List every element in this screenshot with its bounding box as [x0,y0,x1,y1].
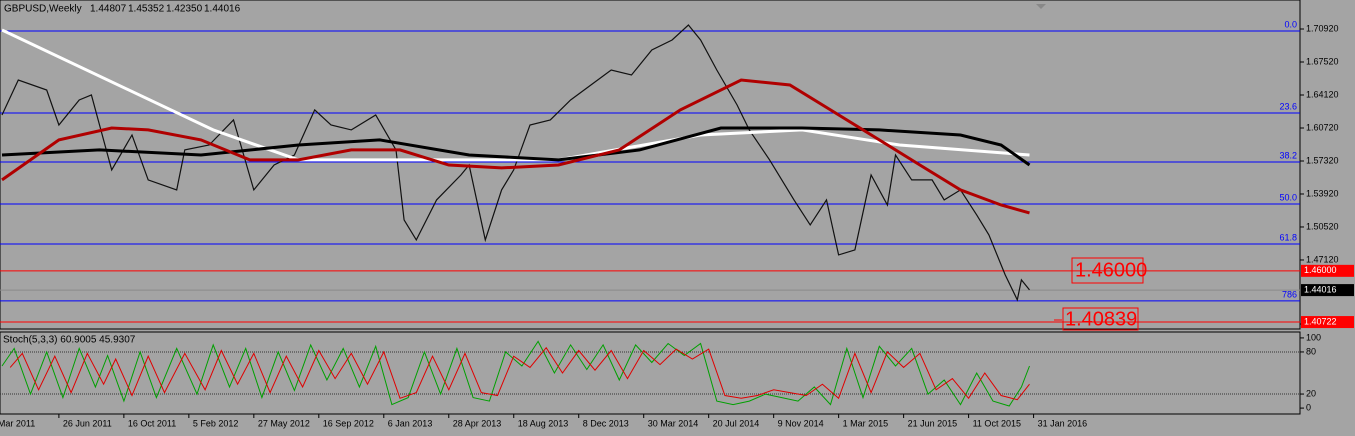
fib-label: 0.0 [1284,19,1297,29]
series-line [1,340,1030,407]
x-tick-label: 8 Dec 2013 [583,418,629,428]
x-tick-label: Mar 2011 [0,418,35,428]
price-tag [1301,264,1354,277]
y-tick-label: 1.53920 [1306,188,1339,198]
y-tick-label: 80 [1306,346,1316,356]
x-tick-label: 21 Jun 2015 [908,418,958,428]
x-tick-label: 1 Mar 2015 [843,418,889,428]
y-tick-label: 0 [1306,402,1311,412]
fib-label: 38.2 [1279,150,1297,160]
y-tick-label: 1.64120 [1306,89,1339,99]
ohlc: 1.44807 [90,4,127,15]
fib-label: 50.0 [1279,192,1297,202]
y-tick-label: 1.67520 [1306,56,1339,66]
series-line [9,346,1030,401]
ohlc: 1.44016 [204,4,241,15]
shift-marker [1036,4,1046,9]
x-tick-label: 31 Jan 2016 [1038,418,1088,428]
series-line [1,78,1030,215]
last-tag [1301,284,1354,297]
stoch-title: Stoch(5,3,3) 60.9005 45.9307 [3,335,136,346]
y-tick-label: 1.57320 [1306,155,1339,165]
ohlc: 1.42350 [166,4,203,15]
x-tick-label: 6 Jan 2013 [388,418,433,428]
chart-title: GBPUSD,Weekly [4,4,82,15]
annotation-box [1062,307,1139,331]
fib-label: 786 [1282,289,1297,299]
annotation: 1.46000 [1075,259,1147,281]
x-tick-label: 20 Jul 2014 [713,418,760,428]
x-tick-label: 28 Apr 2013 [453,418,502,428]
x-tick-label: 26 Jun 2011 [63,418,112,428]
series-line [1,24,1030,302]
y-tick-label: 1.60720 [1306,122,1339,132]
x-tick-label: 11 Oct 2015 [973,418,1021,428]
y-tick-label: 20 [1306,388,1316,398]
x-tick-label: 9 Nov 2014 [778,418,824,428]
x-tick-label: 16 Oct 2011 [128,418,176,428]
x-tick-label: 30 Mar 2014 [648,418,699,428]
y-tick-label: 1.47120 [1306,254,1339,264]
main-panel [0,0,1301,330]
ohlc: 1.45352 [128,4,165,15]
y-tick-label: 1.70920 [1306,23,1339,33]
fib-label: 23.6 [1279,101,1297,111]
annotation: 1.40839 [1065,308,1137,330]
last-tag-label: 1.44016 [1304,284,1337,294]
y-tick-label: 1.50520 [1306,221,1339,231]
stoch-panel [0,331,1301,415]
price-tag-label: 1.46000 [1304,265,1337,275]
price-tag-label: 1.40722 [1304,316,1337,326]
x-tick-label: 5 Feb 2012 [193,418,239,428]
x-tick-label: 27 May 2012 [258,418,310,428]
annotation-box [1071,257,1144,284]
price-tag [1301,316,1354,329]
x-tick-label: 18 Aug 2013 [518,418,569,428]
fib-label: 61.8 [1279,232,1297,242]
y-tick-label: 100 [1306,332,1321,342]
x-tick-label: 16 Sep 2012 [323,418,374,428]
